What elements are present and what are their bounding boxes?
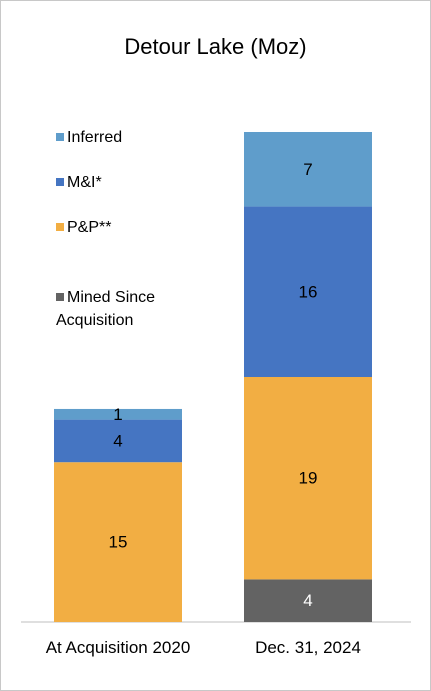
legend-label: P&P** [67,219,112,236]
data-label: 4 [303,591,312,610]
bar-segment [244,377,372,580]
chart-title: Detour Lake (Moz) [124,34,307,59]
legend-item: Mined Since Acquisition [56,286,176,332]
data-label: 15 [109,533,128,552]
legend-swatch [56,133,64,141]
legend-label: Mined Since Acquisition [56,289,156,329]
legend-label: M&I* [67,174,102,191]
legend-item: M&I* [56,171,176,194]
legend-swatch [56,223,64,231]
data-label: 7 [303,160,312,179]
x-tick-label: At Acquisition 2020 [45,638,191,657]
bar-segment [54,419,182,463]
legend-item: Inferred [56,126,176,149]
bar-segment [244,132,372,207]
legend-swatch [56,178,64,186]
data-label: 19 [299,469,318,488]
x-tick-label: Dec. 31, 2024 [255,638,361,657]
data-label: 4 [113,431,122,450]
legend-swatch [56,293,64,301]
legend-item: P&P** [56,216,176,239]
bar-segment [54,462,182,622]
data-label: 1 [113,405,122,424]
bar-segment [54,408,182,420]
legend-label: Inferred [67,129,123,146]
bar-segment [244,206,372,377]
bar-segment [244,579,372,622]
data-label: 16 [299,282,318,301]
